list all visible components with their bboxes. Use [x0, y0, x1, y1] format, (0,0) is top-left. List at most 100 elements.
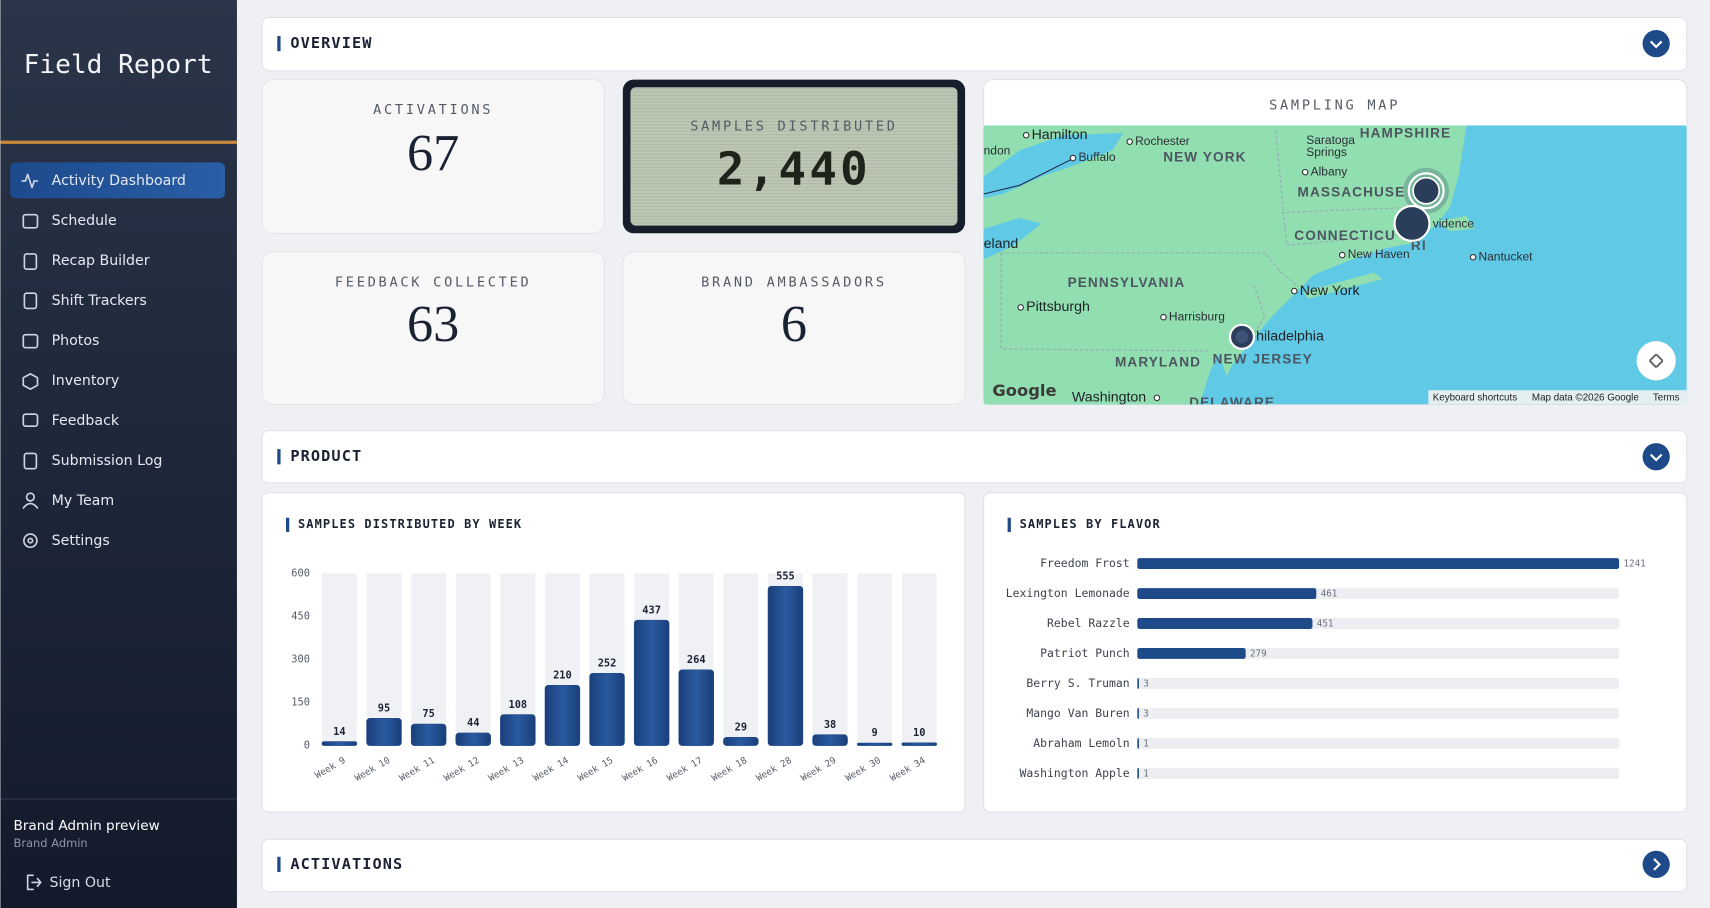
- bar: [366, 718, 402, 746]
- nav-item[interactable]: Recap Builder: [52, 253, 150, 269]
- section-title: PRODUCT: [290, 447, 362, 465]
- nav-item[interactable]: Schedule: [52, 213, 117, 229]
- sidebar: [0, 0, 237, 908]
- section-header[interactable]: [261, 838, 1688, 893]
- user-role: Brand Admin: [13, 836, 87, 850]
- bar-track: [366, 573, 402, 746]
- bar: [321, 741, 358, 746]
- nav-item[interactable]: Photos: [52, 333, 100, 349]
- nav-item[interactable]: Submission Log: [52, 453, 163, 469]
- map-attribution[interactable]: Terms: [1653, 392, 1680, 403]
- nav-item[interactable]: Activity Dashboard: [52, 173, 186, 189]
- section-header[interactable]: [261, 430, 1688, 484]
- map-logo: Google: [992, 381, 1056, 400]
- sign-out[interactable]: Sign Out: [49, 875, 110, 891]
- value-label: 29: [735, 721, 747, 733]
- bar: [767, 586, 804, 746]
- chart-title: SAMPLES BY FLAVOR: [1020, 517, 1161, 531]
- bar: [1137, 707, 1139, 719]
- nav-item[interactable]: Shift Trackers: [52, 293, 147, 309]
- section-title: OVERVIEW: [290, 34, 372, 52]
- bar-track: [321, 573, 357, 746]
- value-label: 1: [1143, 768, 1149, 779]
- value-label: 210: [553, 669, 572, 681]
- category-label: Freedom Frost: [1040, 556, 1130, 570]
- bar-track: [812, 573, 848, 746]
- chevron: [1653, 858, 1661, 871]
- map-label: NEW JERSEY: [1213, 351, 1313, 366]
- value-label: 252: [598, 657, 617, 669]
- bar-track: [857, 573, 893, 746]
- collapse-button[interactable]: [1642, 29, 1670, 58]
- map-label: Buffalo: [1078, 150, 1115, 164]
- bar: [812, 734, 848, 746]
- nav-icons: [21, 173, 39, 549]
- map-attribution[interactable]: Keyboard shortcuts: [1433, 392, 1518, 403]
- stat-label: BRAND AMBASSADORS: [701, 274, 887, 290]
- bay: [1199, 354, 1227, 405]
- map-label: ndon: [984, 144, 1011, 158]
- bar: [723, 736, 759, 746]
- land: [1437, 215, 1475, 232]
- stat-card: [261, 251, 605, 405]
- sign-out-icon: [26, 874, 42, 891]
- bar-track: [1137, 648, 1620, 659]
- map-label: Nantucket: [1479, 249, 1534, 263]
- bar: [589, 672, 625, 746]
- bar-track: [1137, 767, 1620, 779]
- nav-item[interactable]: My Team: [52, 493, 115, 509]
- nav-item[interactable]: Settings: [52, 533, 110, 549]
- map-label: CONNECTICU: [1294, 228, 1396, 243]
- bar-track: [1137, 678, 1620, 689]
- bar-track: [455, 573, 491, 746]
- value-label: 1241: [1623, 559, 1645, 570]
- fullscreen-button[interactable]: [1636, 341, 1676, 381]
- map-label: Hamilton: [1032, 127, 1088, 143]
- accent: [277, 856, 281, 873]
- stat-label: SAMPLES DISTRIBUTED: [690, 118, 897, 134]
- value-label: 451: [1317, 619, 1334, 630]
- stat-value: 67: [407, 124, 459, 182]
- category-label: Abraham Lemoln: [1033, 736, 1129, 750]
- map-title: SAMPLING MAP: [1269, 98, 1400, 114]
- section-title: ACTIVATIONS: [290, 855, 403, 873]
- chevron: [1649, 453, 1663, 462]
- value-label: 3: [1143, 678, 1149, 689]
- map-label: New Haven: [1348, 247, 1410, 261]
- bar: [1137, 558, 1620, 569]
- map-label: HAMPSHIRE: [1360, 126, 1451, 141]
- category-label: Berry S. Truman: [1026, 676, 1129, 690]
- value-label: 461: [1321, 589, 1338, 600]
- bar: [1137, 737, 1139, 749]
- stat-card: [261, 79, 605, 234]
- nav-item[interactable]: Feedback: [52, 413, 120, 429]
- accent: [286, 517, 290, 532]
- bar: [1137, 648, 1246, 659]
- stat-card: [622, 251, 966, 405]
- expand-button[interactable]: [1642, 850, 1670, 879]
- bar: [1137, 618, 1313, 629]
- y-tick-label: 150: [291, 697, 310, 709]
- map-label: MARYLAND: [1115, 355, 1201, 370]
- category-label: Patriot Punch: [1040, 646, 1130, 660]
- land: [983, 125, 1467, 405]
- section-header[interactable]: [261, 16, 1688, 72]
- pins[interactable]: [1228, 167, 1450, 350]
- bar: [1137, 678, 1139, 689]
- accent: [1007, 517, 1011, 532]
- value-label: 10: [913, 727, 925, 739]
- collapse-button[interactable]: [1642, 443, 1670, 471]
- value-label: 75: [422, 708, 434, 720]
- value-label: 14: [333, 726, 345, 738]
- nav-active[interactable]: [10, 162, 225, 199]
- user-name: Brand Admin preview: [13, 818, 159, 834]
- map-label: NEW YORK: [1163, 150, 1246, 165]
- nav-item[interactable]: Inventory: [52, 373, 120, 389]
- map-attribution: Map data ©2026 Google: [1532, 392, 1639, 403]
- bar: [856, 742, 893, 746]
- map-label: vidence: [1433, 217, 1475, 231]
- map-label: New York: [1300, 283, 1361, 299]
- category-label: Mango Van Buren: [1026, 706, 1129, 720]
- map[interactable]: Hamilton Rochester ndon Buffalo NEW YORK…: [983, 125, 1687, 410]
